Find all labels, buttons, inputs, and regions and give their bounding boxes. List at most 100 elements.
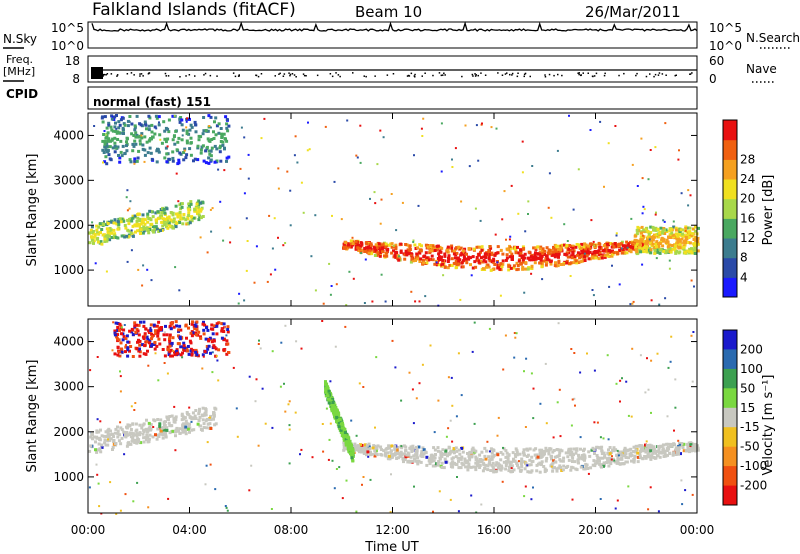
echo-velocity-1 bbox=[212, 411, 216, 414]
echo-velocity-1 bbox=[100, 443, 104, 447]
echo-power-3 bbox=[193, 120, 197, 124]
echo-power-2 bbox=[693, 229, 697, 233]
echo-velocity-2 bbox=[325, 387, 329, 391]
colorbar-tick: -15 bbox=[740, 420, 760, 434]
echo-power-1 bbox=[160, 220, 164, 224]
echo-power-1 bbox=[199, 201, 202, 205]
echo-power-0 bbox=[439, 250, 443, 254]
noise-power bbox=[129, 200, 132, 203]
echo-velocity-3 bbox=[142, 352, 146, 356]
xtick-label: 16:00 bbox=[477, 523, 512, 537]
echo-power-2 bbox=[652, 235, 656, 239]
nave-dot bbox=[501, 74, 504, 76]
echo-power-0 bbox=[618, 249, 622, 252]
echo-velocity-3 bbox=[207, 339, 211, 343]
echo-velocity-0 bbox=[480, 450, 484, 454]
echo-power-0 bbox=[587, 244, 591, 248]
echo-velocity-0 bbox=[555, 469, 559, 473]
echo-velocity-1 bbox=[147, 440, 151, 444]
echo-power-3 bbox=[202, 129, 206, 133]
noise-velocity bbox=[681, 503, 684, 506]
echo-power-2 bbox=[656, 248, 660, 252]
echo-velocity-1 bbox=[145, 430, 149, 434]
noise-velocity bbox=[134, 402, 137, 404]
echo-power-3 bbox=[180, 118, 184, 122]
echo-velocity-3 bbox=[203, 350, 207, 353]
echo-velocity-0 bbox=[410, 450, 414, 453]
echo-power-0 bbox=[383, 254, 386, 258]
echo-velocity-1 bbox=[170, 424, 174, 428]
noise-power bbox=[503, 190, 506, 193]
echo-velocity-0 bbox=[613, 460, 617, 464]
noise-power bbox=[379, 222, 382, 225]
echo-velocity-0 bbox=[576, 458, 580, 462]
echo-velocity-0 bbox=[409, 445, 413, 449]
echo-power-0 bbox=[583, 255, 587, 259]
echo-power-3 bbox=[225, 139, 229, 143]
echo-power-3 bbox=[225, 118, 229, 121]
noise-velocity bbox=[524, 426, 527, 428]
echo-velocity-3 bbox=[119, 341, 123, 345]
echo-power-0 bbox=[554, 261, 557, 265]
echo-velocity-0 bbox=[513, 453, 517, 456]
noise-velocity bbox=[235, 407, 238, 410]
echo-velocity-1 bbox=[146, 435, 150, 439]
echo-velocity-0 bbox=[606, 459, 610, 463]
echo-power-1 bbox=[139, 222, 143, 226]
noise-velocity bbox=[375, 356, 378, 359]
nsearch-tick-bottom: 10^0 bbox=[709, 39, 742, 53]
echo-power-3 bbox=[188, 117, 191, 121]
echo-power-3 bbox=[171, 114, 175, 118]
echo-velocity-1 bbox=[94, 440, 97, 444]
echo-power-0 bbox=[571, 244, 575, 248]
echo-power-2 bbox=[669, 250, 673, 254]
echo-power-0 bbox=[446, 260, 450, 263]
echo-power-1 bbox=[170, 219, 173, 223]
echo-velocity-0 bbox=[682, 449, 686, 453]
echo-velocity-0 bbox=[472, 465, 476, 469]
echo-velocity-1 bbox=[187, 422, 191, 426]
echo-velocity-0 bbox=[540, 454, 544, 458]
echo-power-3 bbox=[106, 150, 110, 154]
echo-velocity-0 bbox=[492, 467, 496, 471]
echo-velocity-3 bbox=[175, 349, 179, 353]
echo-power-0 bbox=[496, 251, 500, 255]
noise-velocity bbox=[530, 372, 533, 375]
echo-power-1 bbox=[178, 213, 181, 217]
echo-velocity-3 bbox=[147, 341, 151, 345]
echo-velocity-1 bbox=[172, 417, 176, 421]
echo-power-1 bbox=[182, 213, 186, 216]
noise-power bbox=[527, 213, 529, 215]
echo-power-0 bbox=[554, 248, 557, 252]
noise-velocity bbox=[390, 473, 392, 476]
echo-power-1 bbox=[159, 229, 162, 232]
echo-power-0 bbox=[394, 255, 398, 259]
echo-power-2 bbox=[647, 232, 651, 236]
echo-power-0 bbox=[539, 245, 543, 249]
echo-velocity-3 bbox=[143, 344, 147, 348]
echo-power-0 bbox=[626, 242, 630, 246]
nave-dot bbox=[406, 75, 409, 77]
echo-power-3 bbox=[101, 120, 105, 124]
noise-power bbox=[647, 178, 650, 181]
echo-velocity-1 bbox=[137, 438, 141, 442]
echo-power-2 bbox=[636, 225, 640, 229]
echo-velocity-1 bbox=[114, 442, 118, 446]
echo-velocity-1 bbox=[188, 415, 192, 419]
echo-power-0 bbox=[565, 251, 569, 255]
echo-power-0 bbox=[585, 245, 589, 249]
echo-power-1 bbox=[192, 216, 196, 220]
echo-velocity-0 bbox=[597, 459, 601, 463]
echo-velocity-0 bbox=[536, 455, 540, 459]
noise-power bbox=[556, 149, 559, 152]
noise-power bbox=[128, 120, 131, 123]
echo-velocity-3 bbox=[154, 332, 158, 336]
echo-power-3 bbox=[204, 149, 208, 153]
noise-velocity bbox=[257, 444, 260, 447]
echo-power-0 bbox=[354, 247, 358, 251]
echo-power-3 bbox=[114, 130, 118, 133]
echo-velocity-3 bbox=[137, 323, 141, 327]
echo-power-0 bbox=[545, 246, 549, 250]
echo-power-3 bbox=[123, 123, 127, 127]
echo-power-1 bbox=[100, 242, 104, 246]
